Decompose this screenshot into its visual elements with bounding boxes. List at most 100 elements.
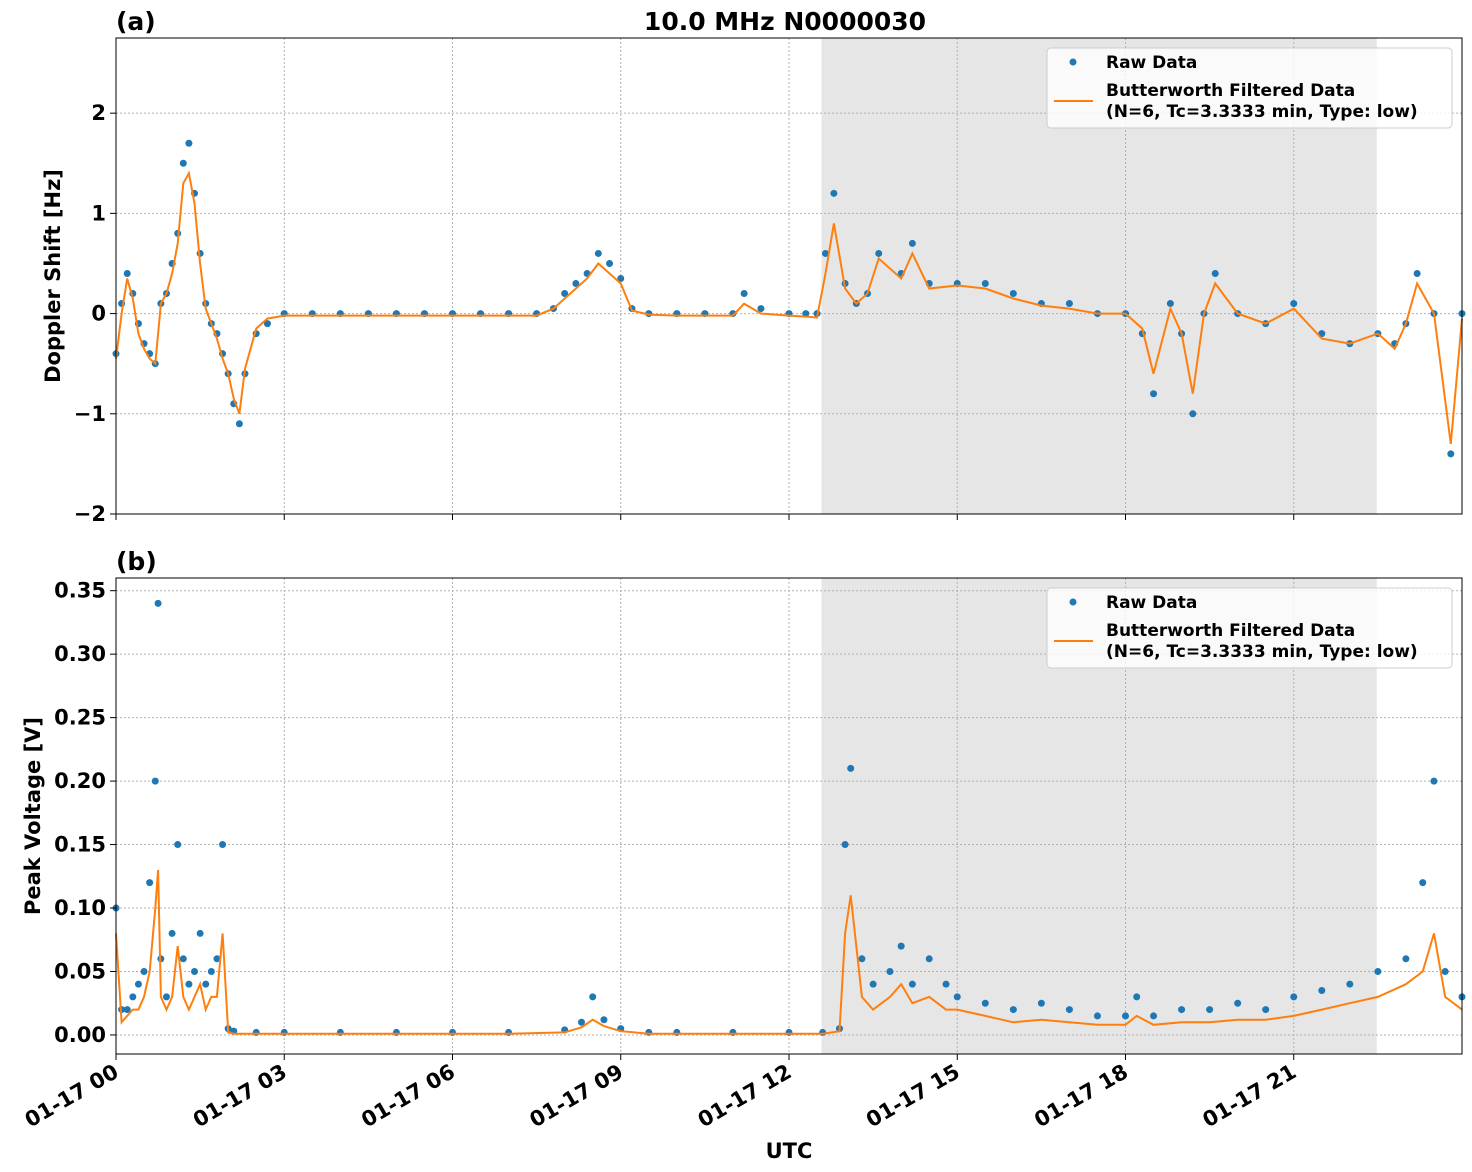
raw-data-point xyxy=(129,993,137,1001)
raw-data-point xyxy=(1206,1006,1214,1014)
raw-data-point xyxy=(1447,450,1455,458)
raw-data-point xyxy=(134,980,142,988)
raw-data-point xyxy=(1430,777,1438,785)
raw-data-point xyxy=(185,980,193,988)
raw-data-point xyxy=(858,955,866,963)
legend: Raw Data Butterworth Filtered Data (N=6,… xyxy=(1046,587,1453,669)
raw-data-point xyxy=(729,1028,737,1036)
raw-data-point xyxy=(942,980,950,988)
legend-box xyxy=(1046,47,1453,129)
raw-data-point xyxy=(830,189,838,197)
raw-data-point xyxy=(1009,1006,1017,1014)
panel-label: (b) xyxy=(116,547,157,576)
x-tick-label: 01-17 12 xyxy=(694,1060,796,1133)
y-tick-label: 0.20 xyxy=(54,769,106,793)
raw-data-point xyxy=(875,249,883,257)
raw-data-point xyxy=(336,1028,344,1036)
y-axis-ticks: 0.00 0.05 0.10 0.15 0.20 0.25 0.30 0.35 xyxy=(54,579,116,1047)
legend-raw-label: Raw Data xyxy=(1106,593,1197,613)
raw-data-point xyxy=(886,967,894,975)
raw-data-point xyxy=(572,280,580,288)
raw-data-point xyxy=(600,1016,608,1024)
raw-data-point xyxy=(179,955,187,963)
y-tick-label: 1 xyxy=(91,201,106,225)
raw-data-point xyxy=(1166,300,1174,308)
raw-data-point xyxy=(561,290,569,298)
legend-filtered-label: Butterworth Filtered Data xyxy=(1106,621,1355,641)
raw-data-point xyxy=(841,841,849,849)
legend-raw-marker xyxy=(1069,598,1077,606)
raw-data-point xyxy=(449,1028,456,1036)
x-tick-label: 01-17 15 xyxy=(862,1060,964,1133)
raw-data-point xyxy=(196,929,204,937)
raw-data-point xyxy=(589,993,597,1001)
y-axis-ticks: −2 −1 0 1 2 xyxy=(74,101,116,526)
legend: Raw Data Butterworth Filtered Data (N=6,… xyxy=(1046,47,1453,129)
raw-data-point xyxy=(617,275,625,283)
legend-filtered-label: Butterworth Filtered Data xyxy=(1106,81,1355,101)
raw-data-point xyxy=(1402,955,1410,963)
y-tick-label: 0.25 xyxy=(54,706,106,730)
legend-raw-marker xyxy=(1069,58,1077,66)
raw-data-point xyxy=(505,1028,513,1036)
raw-data-point xyxy=(606,259,614,267)
x-tick-label: 01-17 21 xyxy=(1198,1060,1300,1133)
raw-data-point xyxy=(897,942,905,950)
x-axis-ticks xyxy=(115,514,1295,520)
raw-data-point xyxy=(263,320,271,328)
raw-data-point xyxy=(252,1028,260,1036)
raw-data-point xyxy=(280,1028,288,1036)
y-tick-label: 0.00 xyxy=(54,1023,106,1047)
raw-data-point xyxy=(785,1028,793,1036)
raw-data-point xyxy=(1037,999,1045,1007)
raw-data-point xyxy=(1122,1012,1129,1020)
y-tick-label: 0.35 xyxy=(54,579,106,603)
raw-data-point xyxy=(392,1028,400,1036)
x-axis-label: UTC xyxy=(766,1139,813,1163)
x-axis-ticks: 01-17 00 01-17 03 01-17 06 01-17 09 01-17 12… xyxy=(21,1054,1300,1133)
y-tick-label: 2 xyxy=(91,101,106,125)
raw-data-point xyxy=(1346,980,1354,988)
raw-data-point xyxy=(1413,269,1421,277)
raw-data-point xyxy=(1189,410,1197,418)
y-tick-label: 0.05 xyxy=(54,959,106,983)
raw-data-point xyxy=(154,599,162,607)
raw-data-point xyxy=(869,980,877,988)
raw-data-point xyxy=(1419,879,1427,887)
panel-b: 0.00 0.05 0.10 0.15 0.20 0.25 0.30 0.35 01-17 0… xyxy=(21,547,1466,1163)
raw-data-point xyxy=(219,841,227,849)
raw-data-point xyxy=(235,420,243,428)
raw-data-point xyxy=(1318,987,1326,995)
raw-data-point xyxy=(1290,300,1298,308)
raw-data-point xyxy=(802,310,810,318)
raw-data-point xyxy=(740,290,748,298)
y-axis-label: Peak Voltage [V] xyxy=(21,717,45,915)
panel-label: (a) xyxy=(116,7,156,36)
filtered-data-line xyxy=(115,170,1463,445)
raw-data-point xyxy=(925,955,933,963)
raw-data-point xyxy=(123,1006,131,1014)
grid xyxy=(115,578,1462,1054)
raw-data-point xyxy=(981,280,989,288)
raw-data-point xyxy=(1211,269,1219,277)
raw-data-point xyxy=(1441,967,1449,975)
y-tick-label: −1 xyxy=(74,402,106,426)
raw-data-point xyxy=(577,1018,585,1026)
y-tick-label: 0.30 xyxy=(54,642,106,666)
y-tick-label: −2 xyxy=(74,502,106,526)
raw-data-point xyxy=(908,239,916,247)
x-tick-label: 01-17 03 xyxy=(189,1060,291,1133)
raw-data-point xyxy=(981,999,989,1007)
filtered-data-line xyxy=(115,869,1463,1035)
raw-data-point xyxy=(645,1028,653,1036)
chart-title: 10.0 MHz N0000030 xyxy=(644,7,926,36)
raw-data-point xyxy=(1262,1006,1270,1014)
raw-data-point xyxy=(1150,1012,1158,1020)
y-tick-label: 0 xyxy=(91,302,106,326)
raw-data-point xyxy=(174,841,182,849)
raw-data-point xyxy=(594,249,602,257)
raw-data-point xyxy=(1065,300,1073,308)
x-tick-label: 01-17 09 xyxy=(525,1060,627,1133)
raw-data-point xyxy=(162,993,170,1001)
